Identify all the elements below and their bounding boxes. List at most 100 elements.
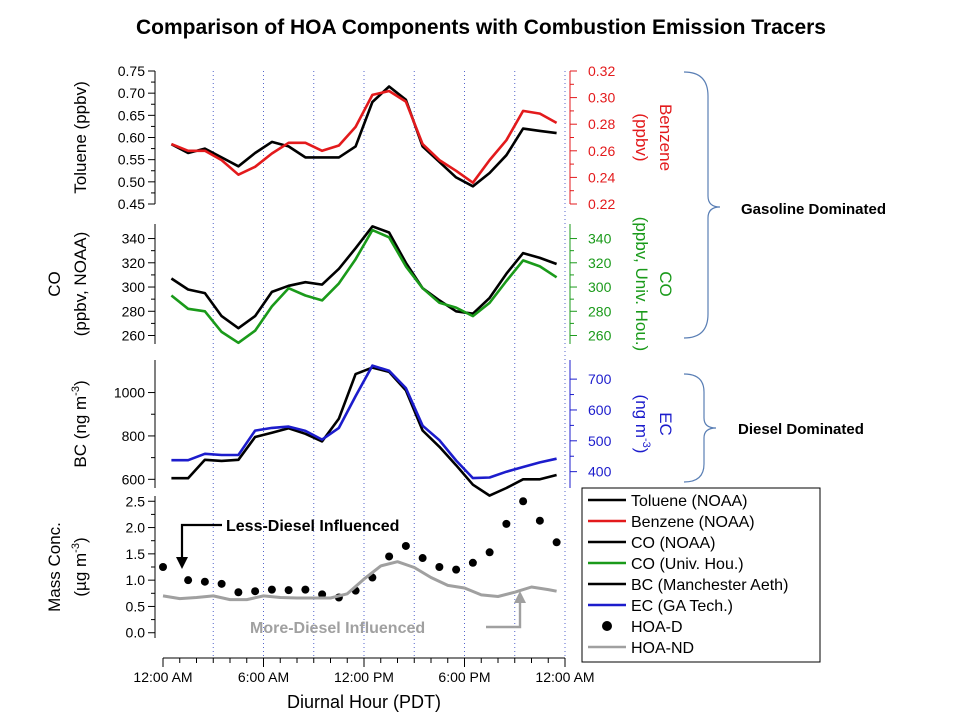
panel-co: 260 280 300 320 340 260 280 300 320 340 CO (ppbv, N…: [45, 217, 675, 351]
legend: Toluene (NOAA) Benzene (NOAA) CO (NOAA) CO …: [581, 487, 821, 663]
legend-label: HOA-ND: [631, 640, 694, 657]
hoa-d-point: [418, 554, 427, 563]
right-tick-label: 400: [588, 464, 612, 480]
annotations: Gasoline Dominated Diesel Dominated Less-D…: [176, 71, 886, 637]
left-tick-label: 340: [122, 231, 146, 247]
x-axis: 12:00 AM 6:00 AM 12:00 PM 6:00 PM 12:00 AM Di…: [133, 657, 595, 712]
hoa-d-point: [251, 587, 260, 596]
legend-label: BC (Manchester Aeth): [631, 577, 788, 594]
less-diesel-arrow-line: [180, 523, 222, 560]
hoa-d-point: [318, 590, 327, 599]
right-axis-title-line: (ng m-3): [632, 395, 652, 454]
legend-label: Toluene (NOAA): [631, 493, 748, 510]
right-axis-title-line: Benzene: [656, 104, 675, 171]
hoa-d-point: [502, 519, 511, 528]
left-tick-label: 0.0: [126, 625, 146, 641]
panel-hoa: 0.0 0.5 1.0 1.5 2.0 2.5 Mass Conc. (µg m-3): [45, 493, 561, 641]
left-tick-label: 0.50: [118, 174, 145, 190]
hoa-d-point: [200, 577, 209, 586]
hoa-d-point: [401, 541, 410, 550]
axis-title-end: ): [71, 380, 90, 386]
x-tick-label: 6:00 PM: [438, 669, 490, 685]
hoa-d-point: [385, 552, 394, 561]
gasoline-bracket: [683, 71, 721, 339]
left-tick-label: 0.5: [126, 598, 146, 614]
right-axis-title-line: CO: [656, 271, 675, 297]
x-tick-label: 12:00 AM: [535, 669, 594, 685]
hoa-d-point: [284, 586, 293, 595]
legend-label: EC (GA Tech.): [631, 598, 733, 615]
hoa-d-point: [234, 588, 243, 597]
x-axis-title: Diurnal Hour (PDT): [287, 692, 441, 712]
left-tick-label: 600: [122, 471, 146, 487]
left-tick-label: 0.75: [118, 63, 145, 79]
left-tick-label: 2.5: [126, 493, 146, 509]
legend-marker: [602, 621, 612, 631]
more-diesel-arrow-head: [514, 591, 526, 603]
left-tick-label: 0.65: [118, 107, 145, 123]
left-axis-title-line: (µg m-3): [70, 537, 90, 596]
right-tick-label: 0.24: [588, 169, 615, 185]
hoa-d-point: [267, 585, 276, 594]
right-tick-label: 600: [588, 402, 612, 418]
hoa-d-point: [535, 516, 544, 525]
right-tick-label: 300: [588, 279, 612, 295]
axis-title-text: Toluene (ppbv): [71, 81, 90, 193]
right-axis-title-line: EC: [656, 412, 675, 436]
right-tick-label: 260: [588, 328, 612, 344]
axis-title-sup: -3: [640, 438, 652, 448]
left-tick-label: 0.60: [118, 130, 145, 146]
left-tick-label: 300: [122, 279, 146, 295]
hoa-d-point: [468, 558, 477, 567]
right-tick-label: 320: [588, 255, 612, 271]
diesel-dominated-label: Diesel Dominated: [738, 421, 864, 438]
right-tick-label: 0.28: [588, 116, 615, 132]
less-diesel-arrow-head: [176, 557, 188, 569]
left-tick-label: 0.70: [118, 85, 145, 101]
series-line-diesel-bc-0: [171, 366, 557, 497]
left-tick-label: 0.45: [118, 196, 145, 212]
left-tick-label: 260: [122, 328, 146, 344]
left-tick-label: 1.0: [126, 572, 146, 588]
left-tick-label: 2.0: [126, 520, 146, 536]
left-tick-label: 320: [122, 255, 146, 271]
legend-label: CO (Univ. Hou.): [631, 556, 744, 573]
gasoline-dominated-label: Gasoline Dominated: [741, 201, 886, 218]
axis-title-sup: -3: [70, 386, 82, 396]
left-tick-label: 0.55: [118, 152, 145, 168]
series-line-gasoline-voc-0: [170, 85, 557, 188]
chart-title: Comparison of HOA Components with Combus…: [136, 16, 826, 39]
x-tick-label: 12:00 AM: [133, 669, 192, 685]
series-line-diesel-bc-1: [171, 364, 557, 480]
left-axis-title: Toluene (ppbv): [71, 81, 90, 193]
hoa-d-point: [552, 538, 561, 547]
hoa-d-point: [519, 497, 528, 506]
legend-label: CO (NOAA): [631, 535, 715, 552]
panel-gasoline-voc: 0.45 0.50 0.55 0.60 0.65 0.70 0.75 0.22 0.24 0.26…: [71, 63, 675, 212]
x-tick-label: 12:00 PM: [334, 669, 394, 685]
right-tick-label: 0.32: [588, 63, 615, 79]
axis-title-text: (µg m: [71, 553, 90, 597]
left-tick-label: 280: [122, 303, 146, 319]
right-tick-label: 280: [588, 303, 612, 319]
right-tick-label: 0.22: [588, 196, 615, 212]
less-diesel-label: Less-Diesel Influenced: [226, 518, 399, 535]
left-axis-title-line: CO: [45, 271, 64, 297]
series-line-gasoline-voc-1: [170, 89, 558, 184]
axis-title-text: BC (ng m: [71, 396, 90, 468]
hoa-d-point: [217, 579, 226, 588]
left-tick-label: 1.5: [126, 546, 146, 562]
hoa-d-point: [452, 565, 461, 574]
hoa-d-point: [159, 563, 167, 571]
hoa-d-point: [301, 585, 310, 594]
hoa-d-point: [184, 576, 193, 585]
left-axis-title-line: (ppbv, NOAA): [71, 232, 90, 337]
axis-title-text: (ng m: [632, 395, 651, 438]
right-tick-label: 700: [588, 371, 612, 387]
right-axis-title-line: (ppbv, Univ. Hou.): [632, 217, 651, 351]
right-tick-label: 0.30: [588, 90, 615, 106]
right-tick-label: 0.26: [588, 143, 615, 159]
